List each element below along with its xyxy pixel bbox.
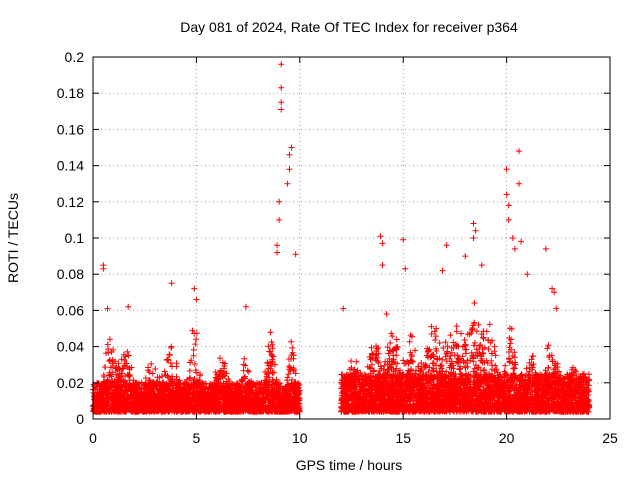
data-point [267,329,274,336]
data-point [190,346,197,353]
data-point [268,338,275,345]
data-point [168,343,175,350]
data-point [102,364,109,371]
data-point [193,336,200,343]
data-point [288,338,295,345]
data-point [173,360,180,367]
data-points [90,61,593,415]
data-point [241,355,248,362]
data-point [106,336,113,343]
data-point [191,360,198,367]
data-point [125,352,132,359]
data-point [161,368,168,375]
data-point [245,368,252,375]
data-point [186,367,193,374]
data-point [230,381,237,388]
data-point [289,344,296,351]
data-point [216,355,223,362]
data-point [148,360,155,367]
data-point [166,351,173,358]
